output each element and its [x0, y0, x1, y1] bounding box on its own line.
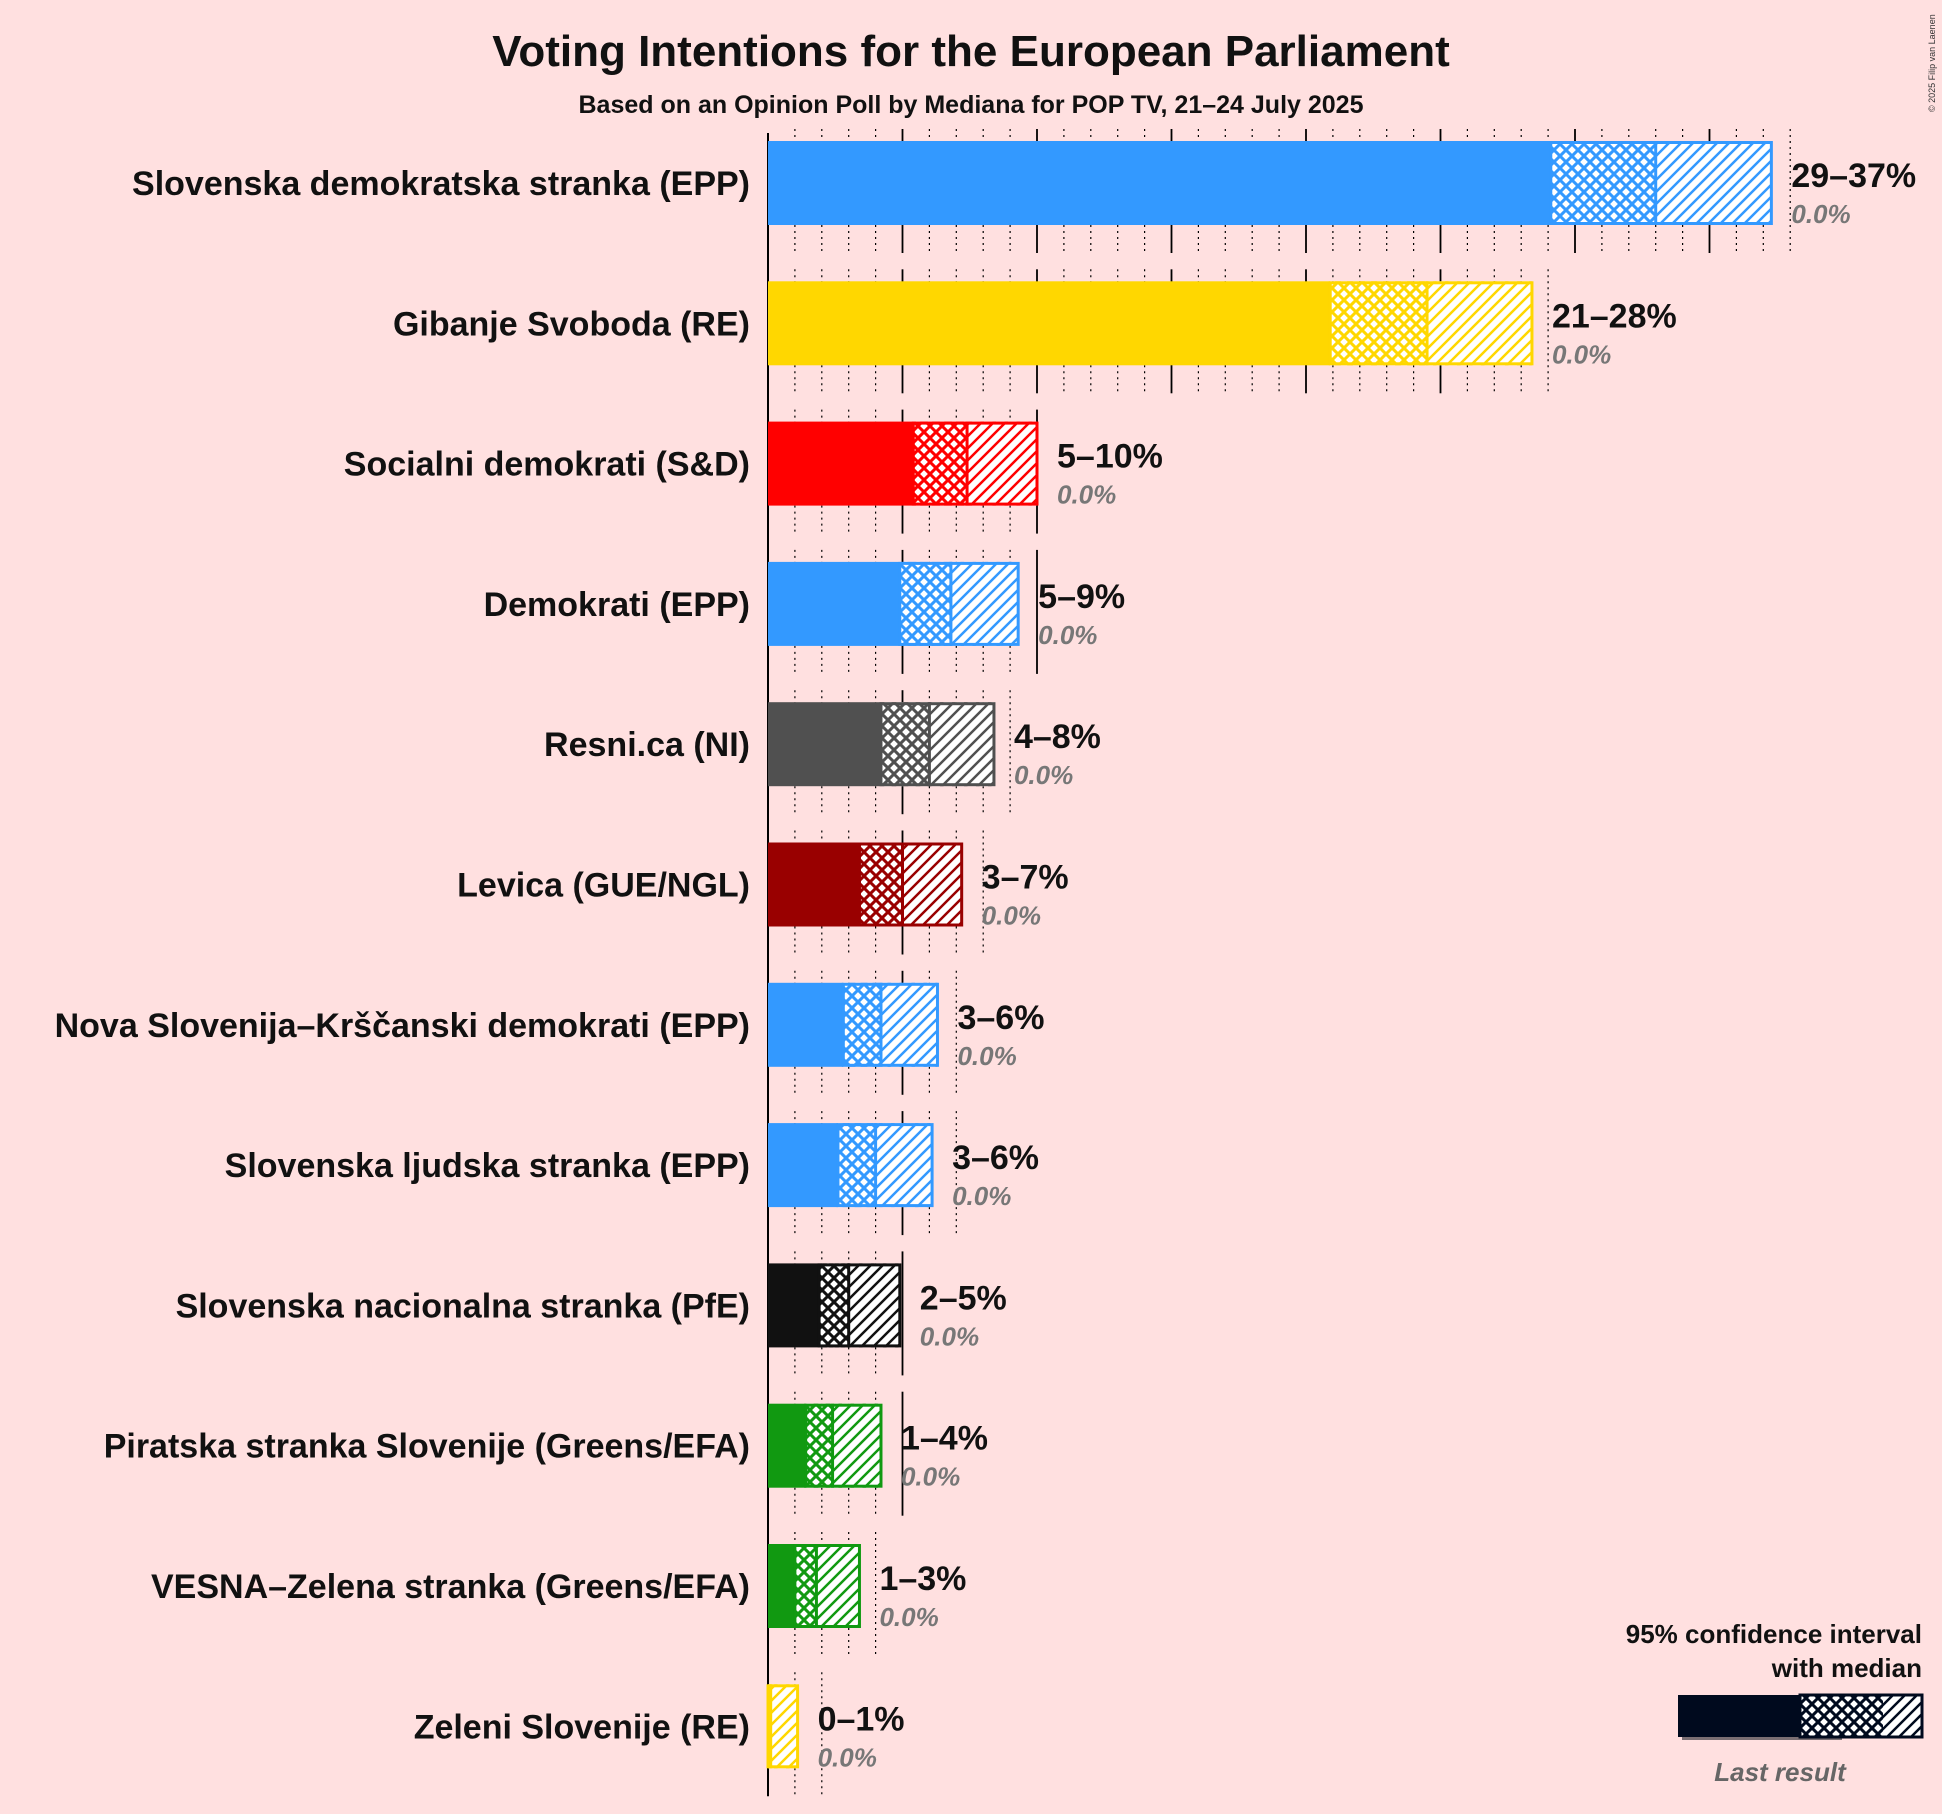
last-result-label: 0.0% — [1057, 480, 1116, 510]
chart-subtitle: Based on an Opinion Poll by Mediana for … — [579, 91, 1364, 119]
chart-title: Voting Intentions for the European Parli… — [492, 27, 1450, 76]
range-label: 5–10% — [1057, 438, 1163, 476]
category-label: Resni.ca (NI) — [544, 726, 750, 764]
range-label: 29–37% — [1791, 157, 1916, 195]
bar-solid — [768, 702, 881, 787]
category-label: Slovenska nacionalna stranka (PfE) — [176, 1287, 750, 1325]
bar-median-segment — [899, 561, 951, 646]
bar-median-segment — [1330, 281, 1428, 366]
bar-ci-border — [911, 421, 1039, 506]
legend-last-result-label: Last result — [1714, 1757, 1847, 1787]
bar-upper-segment — [929, 702, 994, 787]
bar-ci-border — [1549, 141, 1773, 225]
range-label: 3–7% — [982, 859, 1069, 897]
legend-title-line1: 95% confidence interval — [1626, 1619, 1922, 1649]
range-label: 1–4% — [901, 1420, 988, 1458]
bar-median-segment — [805, 1403, 833, 1488]
category-label: Slovenska demokratska stranka (EPP) — [132, 165, 750, 203]
last-result-label: 0.0% — [952, 1181, 1011, 1211]
bar-ci-border — [817, 1263, 902, 1348]
legend-border — [1798, 1693, 1924, 1739]
bar-upper-segment — [770, 1684, 798, 1769]
bar-median-segment — [794, 1544, 817, 1628]
bar-median-segment — [819, 1263, 849, 1348]
last-result-label: 0.0% — [1552, 339, 1611, 369]
last-result-label: 0.0% — [879, 1602, 938, 1632]
range-label: 4–8% — [1014, 718, 1101, 756]
bar-upper-segment — [902, 842, 962, 927]
bar-ci-border — [766, 1684, 800, 1769]
bar-ci-border — [1328, 281, 1534, 366]
last-result-label: 0.0% — [1038, 620, 1097, 650]
bar-ci-border — [857, 842, 964, 927]
bar-solid — [768, 1403, 806, 1488]
category-label: Levica (GUE/NGL) — [457, 867, 750, 905]
legend: 95% confidence interval with median Last… — [1626, 1619, 1924, 1787]
copyright-note: © 2025 Filip van Laenen — [1927, 14, 1937, 112]
category-label: Demokrati (EPP) — [484, 586, 750, 624]
range-label: 21–28% — [1552, 297, 1677, 335]
bar-solid — [768, 421, 914, 506]
legend-title-line2: with median — [1771, 1653, 1922, 1683]
last-result-label: 0.0% — [920, 1321, 979, 1351]
legend-upper-segment — [1883, 1695, 1922, 1737]
category-label: Gibanje Svoboda (RE) — [393, 305, 750, 343]
bar-upper-segment — [832, 1403, 881, 1488]
bar-ci-border — [841, 982, 939, 1067]
bar-upper-segment — [816, 1544, 860, 1628]
last-result-label: 0.0% — [1791, 199, 1850, 229]
bar-solid — [768, 1544, 795, 1628]
bar-upper-segment — [1427, 281, 1532, 366]
last-result-label: 0.0% — [1014, 760, 1073, 790]
bar-upper-segment — [1655, 141, 1772, 225]
bar-median-segment — [837, 1123, 876, 1208]
legend-solid-segment — [1678, 1695, 1800, 1737]
last-result-label: 0.0% — [957, 1041, 1016, 1071]
category-label: Nova Slovenija–Krščanski demokrati (EPP) — [55, 1007, 750, 1045]
bar-solid — [768, 842, 860, 927]
bar-ci-border — [879, 702, 996, 787]
bar-median-segment — [880, 702, 930, 787]
bar-median-segment — [843, 982, 881, 1067]
category-label: VESNA–Zelena stranka (Greens/EFA) — [151, 1568, 750, 1606]
last-result-label: 0.0% — [818, 1742, 877, 1772]
range-label: 2–5% — [920, 1279, 1007, 1317]
category-label: Socialni demokrati (S&D) — [344, 446, 750, 484]
bar-solid — [768, 1123, 838, 1208]
category-label: Zeleni Slovenije (RE) — [414, 1708, 750, 1746]
grid-lines — [767, 129, 1791, 1797]
bar-upper-segment — [875, 1123, 933, 1208]
legend-median-segment — [1800, 1695, 1883, 1737]
bar-median-segment — [1550, 141, 1656, 225]
range-label: 3–6% — [952, 1139, 1039, 1177]
bar-ci-border — [793, 1544, 861, 1628]
bar-upper-segment — [967, 421, 1037, 506]
range-label: 0–1% — [818, 1700, 905, 1738]
category-label: Piratska stranka Slovenije (Greens/EFA) — [104, 1428, 750, 1466]
bar-ci-border — [836, 1123, 934, 1208]
bar-solid — [768, 141, 1551, 225]
bar-median-segment — [859, 842, 903, 927]
range-label: 3–6% — [957, 999, 1044, 1037]
bar-solid — [768, 982, 844, 1067]
bar-solid — [768, 1263, 820, 1348]
bar-ci-border — [898, 561, 1020, 646]
bar-ci-border — [804, 1403, 883, 1488]
bar-solid — [768, 561, 900, 646]
range-label: 1–3% — [879, 1560, 966, 1598]
bar-upper-segment — [950, 561, 1019, 646]
last-result-label: 0.0% — [982, 901, 1041, 931]
category-label: Slovenska ljudska stranka (EPP) — [225, 1147, 750, 1185]
bars-group: Slovenska demokratska stranka (EPP) 29–37… — [55, 141, 1916, 1772]
bar-solid — [768, 281, 1331, 366]
range-label: 5–9% — [1038, 578, 1125, 616]
bar-upper-segment — [880, 982, 938, 1067]
last-result-label: 0.0% — [901, 1462, 960, 1492]
bar-median-segment — [913, 421, 968, 506]
bar-upper-segment — [848, 1263, 900, 1348]
